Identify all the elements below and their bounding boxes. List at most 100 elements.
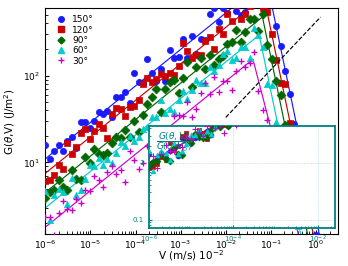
Point bbox=[185, 60, 190, 64]
Point bbox=[193, 52, 199, 56]
Point bbox=[291, 202, 297, 207]
Point bbox=[238, 17, 244, 21]
Point bbox=[73, 176, 79, 181]
Point bbox=[296, 223, 301, 228]
Point bbox=[158, 110, 164, 114]
Point bbox=[247, 60, 252, 65]
Point bbox=[145, 76, 150, 80]
Point bbox=[242, 65, 248, 69]
Point bbox=[65, 141, 70, 145]
Point bbox=[304, 264, 310, 266]
Point bbox=[260, 5, 266, 10]
Point bbox=[163, 137, 168, 142]
Point bbox=[193, 106, 199, 111]
Point bbox=[113, 106, 119, 111]
Point bbox=[278, 161, 284, 166]
Point bbox=[274, 79, 279, 83]
Point bbox=[158, 67, 164, 71]
Point bbox=[42, 189, 48, 193]
Point bbox=[234, 68, 239, 73]
Point bbox=[176, 98, 181, 102]
Point bbox=[42, 178, 48, 183]
Point bbox=[234, 56, 239, 60]
Point bbox=[122, 144, 128, 148]
Point bbox=[224, 12, 230, 16]
Point bbox=[87, 126, 93, 130]
Point bbox=[65, 202, 70, 206]
Point bbox=[100, 153, 106, 157]
Point bbox=[291, 178, 297, 182]
Point bbox=[113, 95, 119, 99]
Point bbox=[211, 47, 217, 51]
Point bbox=[278, 137, 284, 142]
Point bbox=[322, 246, 328, 250]
Point bbox=[109, 141, 114, 145]
Point bbox=[278, 93, 284, 97]
Point bbox=[176, 55, 181, 59]
Point bbox=[287, 203, 292, 207]
Point bbox=[52, 188, 57, 192]
Point bbox=[269, 83, 275, 87]
Point bbox=[180, 76, 186, 80]
Point bbox=[304, 222, 310, 226]
Point bbox=[56, 187, 61, 192]
Point bbox=[224, 41, 230, 46]
Point bbox=[224, 49, 230, 53]
Point bbox=[234, 9, 239, 13]
Point bbox=[274, 24, 279, 28]
Point bbox=[220, 53, 226, 58]
Point bbox=[189, 88, 195, 92]
Point bbox=[105, 170, 110, 174]
Point bbox=[260, 12, 266, 16]
Point bbox=[296, 155, 301, 160]
Point bbox=[42, 196, 48, 200]
Point bbox=[113, 135, 119, 140]
Point bbox=[189, 84, 195, 89]
Point bbox=[189, 56, 195, 60]
Point bbox=[247, 17, 252, 22]
Point bbox=[131, 71, 137, 76]
Point bbox=[264, 82, 270, 86]
Point bbox=[60, 190, 66, 194]
Point bbox=[274, 136, 279, 140]
Point bbox=[42, 143, 48, 147]
Point bbox=[282, 188, 288, 193]
Point bbox=[118, 168, 124, 172]
Point bbox=[216, 27, 221, 31]
Point bbox=[269, 140, 275, 144]
Point bbox=[100, 126, 106, 130]
Point bbox=[278, 44, 284, 48]
Point bbox=[171, 73, 177, 77]
Point bbox=[136, 130, 141, 134]
Point bbox=[216, 19, 221, 24]
Point bbox=[167, 80, 172, 84]
Point bbox=[300, 256, 306, 260]
Point bbox=[269, 1, 275, 6]
Point bbox=[207, 35, 212, 39]
Point bbox=[153, 136, 159, 140]
Point bbox=[314, 233, 319, 237]
Point bbox=[242, 45, 248, 49]
Legend: 150°, 120°, 90°, 60°, 30°: 150°, 120°, 90°, 60°, 30° bbox=[50, 13, 97, 68]
Point bbox=[131, 119, 137, 123]
Point bbox=[282, 69, 288, 73]
Point bbox=[127, 105, 133, 109]
Point bbox=[78, 201, 84, 205]
Point bbox=[180, 41, 186, 45]
Point bbox=[309, 218, 315, 223]
Point bbox=[96, 156, 101, 160]
Point bbox=[140, 81, 146, 85]
Point bbox=[56, 163, 61, 167]
Point bbox=[193, 78, 199, 82]
Point bbox=[256, 89, 261, 93]
Point bbox=[304, 204, 310, 209]
Point bbox=[60, 199, 66, 203]
Point bbox=[287, 121, 292, 126]
Point bbox=[211, 6, 217, 10]
Point bbox=[52, 149, 57, 153]
Point bbox=[158, 128, 164, 132]
Point bbox=[91, 119, 97, 123]
Point bbox=[153, 77, 159, 81]
Point bbox=[229, 1, 235, 5]
Point bbox=[96, 109, 101, 114]
